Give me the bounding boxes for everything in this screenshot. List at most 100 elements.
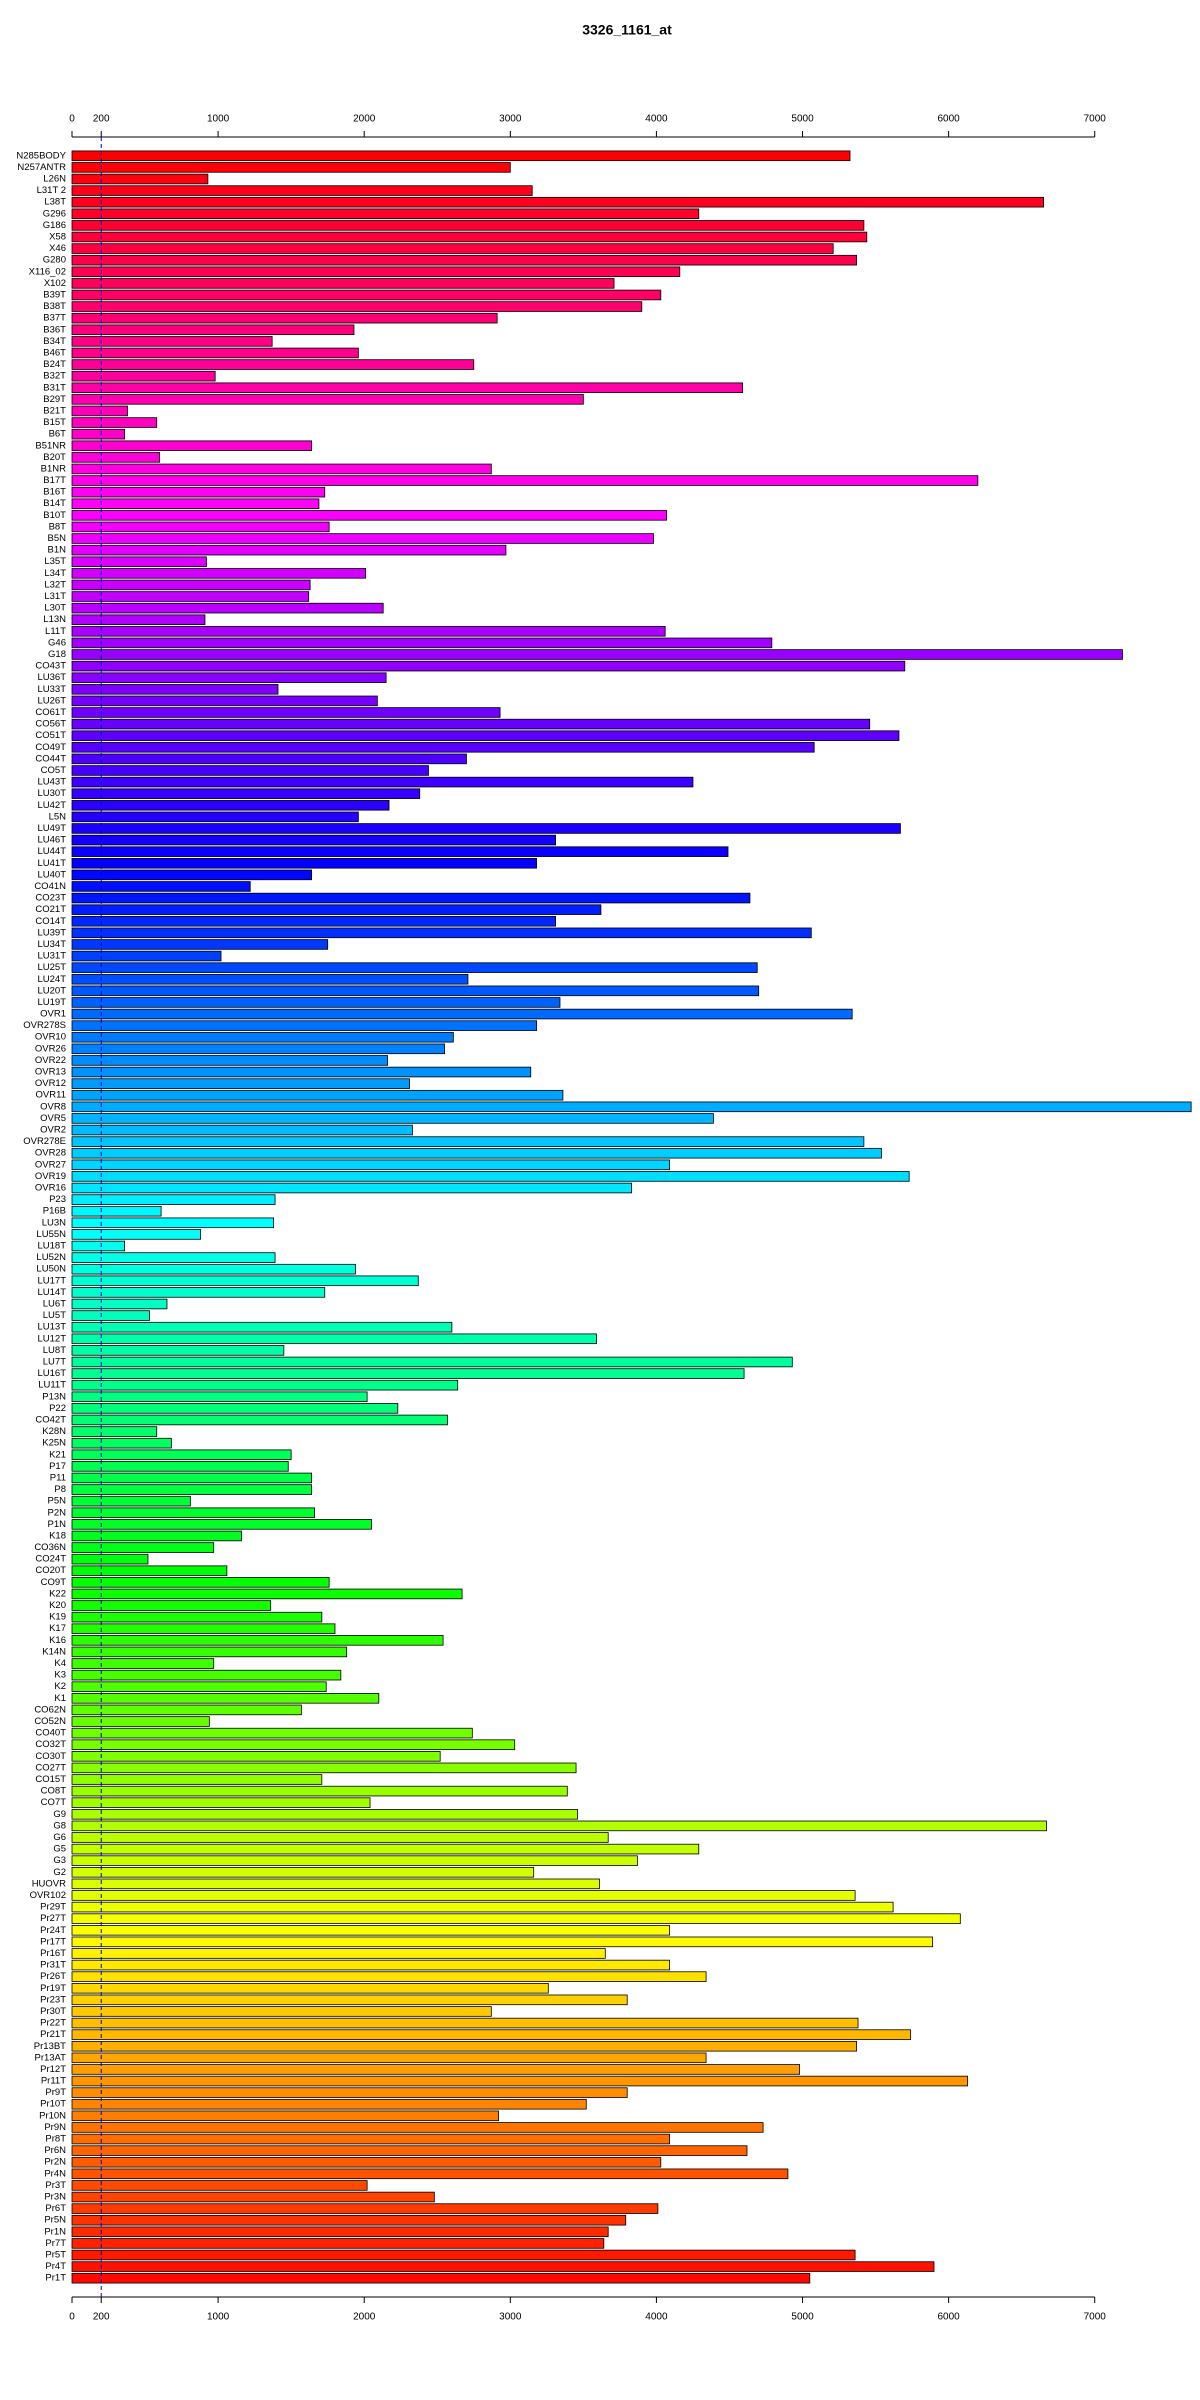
bar [71,985,760,997]
y-tick-label: B1N [48,545,67,556]
y-tick-label: Pr10N [39,2110,66,2121]
bar [71,2261,935,2272]
bar [71,1867,535,1878]
bar [71,1217,275,1229]
y-tick-label: OVR278E [23,1136,66,1147]
y-tick-label: X102 [44,278,66,289]
y-tick-label: Pr27T [40,1913,66,1924]
bar [71,1031,454,1043]
y-tick-label: Pr10T [40,2099,66,2110]
y-tick-label: CO15T [35,1774,66,1785]
y-tick-label: LU11T [38,1380,66,1391]
bar [71,869,313,881]
x-tick-label: 7000 [1084,114,1107,125]
y-tick-label: B39T [43,289,66,300]
bar [71,2087,628,2098]
y-tick-label: OVR13 [35,1067,66,1078]
y-tick-label: G18 [48,649,66,660]
y-tick-label: Pr1N [44,2226,66,2237]
bar [71,1379,459,1391]
bar [71,475,979,486]
y-tick-label: Pr23T [40,1994,66,2005]
bar [71,394,584,405]
y-tick-label: OVR8 [40,1101,66,1112]
bar [71,1008,853,1020]
bar [71,1333,597,1345]
bar [71,1171,910,1182]
bar [71,428,125,440]
y-tick-label: B21T [43,405,66,416]
y-tick-label: B38T [43,301,66,312]
y-tick-label: K21 [49,1449,66,1460]
y-tick-label: B37T [43,313,66,324]
y-tick-label: Pr12T [40,2064,66,2075]
bar [71,452,161,463]
y-tick-label: LU17T [37,1275,66,1286]
bar [71,1426,158,1437]
bar [71,1298,168,1310]
bar [71,1588,463,1600]
y-tick-label: B36T [43,324,66,335]
bar [71,1147,882,1159]
y-tick-label: CO30T [35,1751,66,1762]
bar [71,336,273,347]
bar [71,324,355,336]
y-tick-label: Pr4T [45,2261,66,2272]
bar [71,1959,670,1971]
y-tick-label: CO56T [35,719,66,730]
y-tick-label: CO21T [35,904,66,915]
bar [71,1542,215,1553]
y-tick-label: OVR2 [40,1125,66,1136]
x-tick-label: 6000 [937,114,960,125]
bar [71,301,643,312]
y-tick-label: CO7T [41,1797,67,1808]
bar [71,1878,600,1890]
bar [71,800,390,811]
y-tick-label: LU16T [37,1368,66,1379]
bar [71,846,729,857]
y-tick-label: LU19T [37,997,66,1008]
bar [71,1229,201,1240]
y-tick-label: LU30T [37,788,66,799]
bar [71,1437,172,1449]
y-tick-label: B20T [43,452,66,463]
bar [71,718,871,730]
y-tick-label: Pr6T [45,2203,66,2214]
y-tick-label: OVR5 [40,1113,66,1124]
y-tick-label: L35T [44,556,66,567]
bar [71,915,557,927]
y-tick-label: LU13T [37,1322,66,1333]
x-tick-label: 1000 [207,114,230,125]
bar [71,1310,150,1321]
y-tick-label: LU42T [37,800,66,811]
bar [71,1403,399,1414]
bar [71,1414,448,1426]
bar [71,1565,228,1577]
y-tick-label: G6 [53,1832,66,1843]
y-tick-label: X46 [49,243,66,254]
bar [71,2238,605,2249]
y-tick-label: Pr31T [40,1960,66,1971]
y-tick-label: Pr17T [40,1936,66,1947]
bar [71,1577,330,1588]
bar [71,591,310,602]
bar [71,2122,764,2133]
y-tick-label: P16B [43,1206,66,1217]
y-tick-label: L34T [44,568,66,579]
bar [71,359,475,370]
y-tick-label: OVR19 [35,1171,66,1182]
y-tick-label: OVR11 [36,1090,66,1101]
y-tick-label: P2N [48,1507,67,1518]
x-tick-label: 200 [93,2312,110,2323]
y-tick-label: P23 [49,1194,66,1205]
y-tick-label: CO43T [35,661,66,672]
y-tick-label: CO27T [35,1762,66,1773]
y-tick-label: L13N [43,614,66,625]
y-tick-label: K4 [54,1658,66,1669]
y-tick-label: LU39T [37,927,66,938]
y-tick-label: B14T [43,498,66,509]
bar [71,2110,500,2122]
bar [71,765,429,776]
bar [71,440,313,452]
